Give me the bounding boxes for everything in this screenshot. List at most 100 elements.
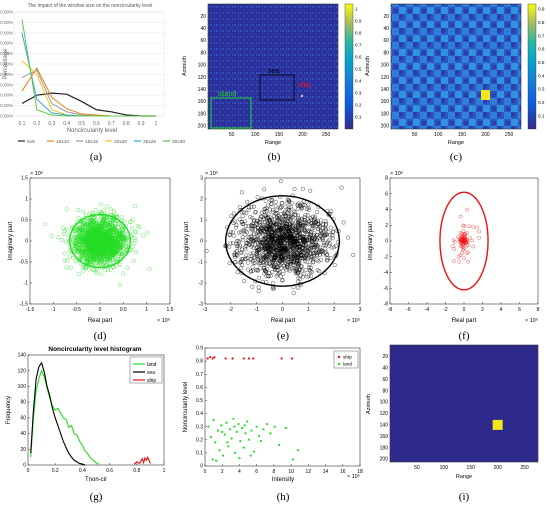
chart-i-xlabel: Range	[456, 474, 472, 480]
x-tick-label: -1	[51, 307, 56, 313]
data-point	[264, 274, 269, 279]
data-point	[316, 259, 321, 264]
data-point	[283, 204, 288, 209]
data-point	[279, 266, 284, 271]
data-point-land	[209, 436, 213, 439]
x-tick-label: 0.7	[108, 121, 115, 127]
data-point	[465, 243, 470, 248]
caption-i: (i)	[459, 491, 470, 503]
y-tick-label: 0.00%	[0, 114, 13, 119]
data-point	[278, 194, 283, 199]
y-tick-label: 40	[383, 26, 389, 32]
data-point	[341, 220, 346, 225]
data-point	[262, 246, 267, 251]
data-point	[261, 245, 266, 250]
data-point	[323, 227, 328, 232]
data-point	[124, 241, 128, 246]
data-point	[458, 214, 463, 219]
data-point	[267, 261, 272, 266]
data-point	[257, 240, 262, 245]
panel-b: island sea ship 204060801001201401601802…	[182, 3, 362, 163]
data-point	[281, 217, 286, 222]
data-point	[89, 250, 94, 254]
data-point	[116, 221, 121, 226]
x-tick-label: 0.4	[63, 121, 70, 127]
data-point	[87, 238, 92, 243]
data-point-land	[238, 457, 241, 460]
data-point	[111, 232, 116, 237]
chart-b-xlabel: Range	[265, 140, 281, 146]
chart-a-title: The impact of the window size on the non…	[28, 3, 153, 9]
y-tick-label: 40	[382, 365, 388, 371]
data-point	[244, 211, 249, 216]
colorbar-tick: 0.5	[355, 67, 362, 72]
chart-d-ylabel: Imaginary part	[8, 221, 14, 260]
data-point	[249, 204, 254, 209]
data-point	[130, 244, 135, 249]
data-point	[111, 260, 116, 265]
data-point	[82, 240, 87, 245]
data-point	[304, 254, 309, 259]
data-point	[61, 226, 66, 231]
data-point	[76, 216, 81, 221]
data-point	[273, 252, 278, 257]
data-point-land	[240, 426, 244, 430]
legend-label: ship	[343, 355, 352, 361]
data-point	[477, 229, 481, 234]
data-point	[262, 255, 267, 260]
sar-image-c	[390, 3, 522, 130]
chart-c-xticks: 50 100 150 200 250	[412, 132, 514, 138]
data-point	[303, 267, 308, 272]
data-point	[451, 244, 455, 248]
data-point	[86, 234, 91, 239]
x-tick-label: 14	[323, 469, 329, 475]
data-point	[324, 253, 329, 258]
data-point	[75, 241, 80, 246]
data-point	[287, 199, 292, 204]
fitted-ellipse	[439, 191, 489, 291]
y-tick-label: 0.5	[196, 398, 203, 404]
data-point	[99, 249, 104, 254]
data-point	[234, 242, 239, 246]
data-point	[108, 228, 113, 233]
x-tick-label: 100	[251, 132, 260, 138]
data-point	[107, 241, 112, 245]
data-point	[310, 245, 315, 250]
y-tick-label: 160	[198, 99, 207, 105]
caption-e: (e)	[277, 330, 290, 342]
data-point-land	[244, 432, 247, 435]
data-point	[289, 200, 294, 205]
chart-f-ylabel: Imaginary part	[368, 221, 374, 260]
data-point	[300, 242, 305, 247]
data-point	[258, 266, 263, 271]
chart-i-ylabel: Azimuth	[366, 394, 372, 414]
data-point	[296, 206, 301, 211]
data-point	[326, 212, 331, 217]
panel-i: 20 40 60 80 100 120 140 160 180 200 50 100 150 200 25…	[366, 344, 539, 503]
colorbar-tick: 0.8	[538, 20, 545, 25]
data-point	[121, 241, 126, 246]
data-point	[275, 240, 280, 245]
data-point	[97, 253, 102, 258]
data-point	[294, 266, 299, 271]
data-point	[258, 214, 263, 219]
y-tick-label: 120	[381, 75, 390, 81]
data-point	[308, 269, 313, 274]
chart-e-ylabel: Imaginary part	[184, 221, 190, 260]
data-point	[321, 226, 326, 231]
data-point	[462, 256, 466, 261]
data-point	[295, 202, 300, 207]
x-tick-label: 100	[434, 132, 443, 138]
data-point-land	[296, 449, 300, 452]
data-point-land	[255, 425, 258, 428]
data-point	[78, 225, 83, 229]
data-point	[306, 248, 310, 253]
data-point	[291, 260, 296, 265]
colorbar-tick: 0.8	[355, 31, 362, 36]
data-point	[261, 256, 266, 261]
data-point	[324, 258, 329, 263]
y-tick-label: 80	[382, 388, 388, 394]
data-point	[305, 229, 310, 234]
data-point	[305, 238, 309, 243]
y-tick-label: 0.9	[196, 346, 203, 352]
